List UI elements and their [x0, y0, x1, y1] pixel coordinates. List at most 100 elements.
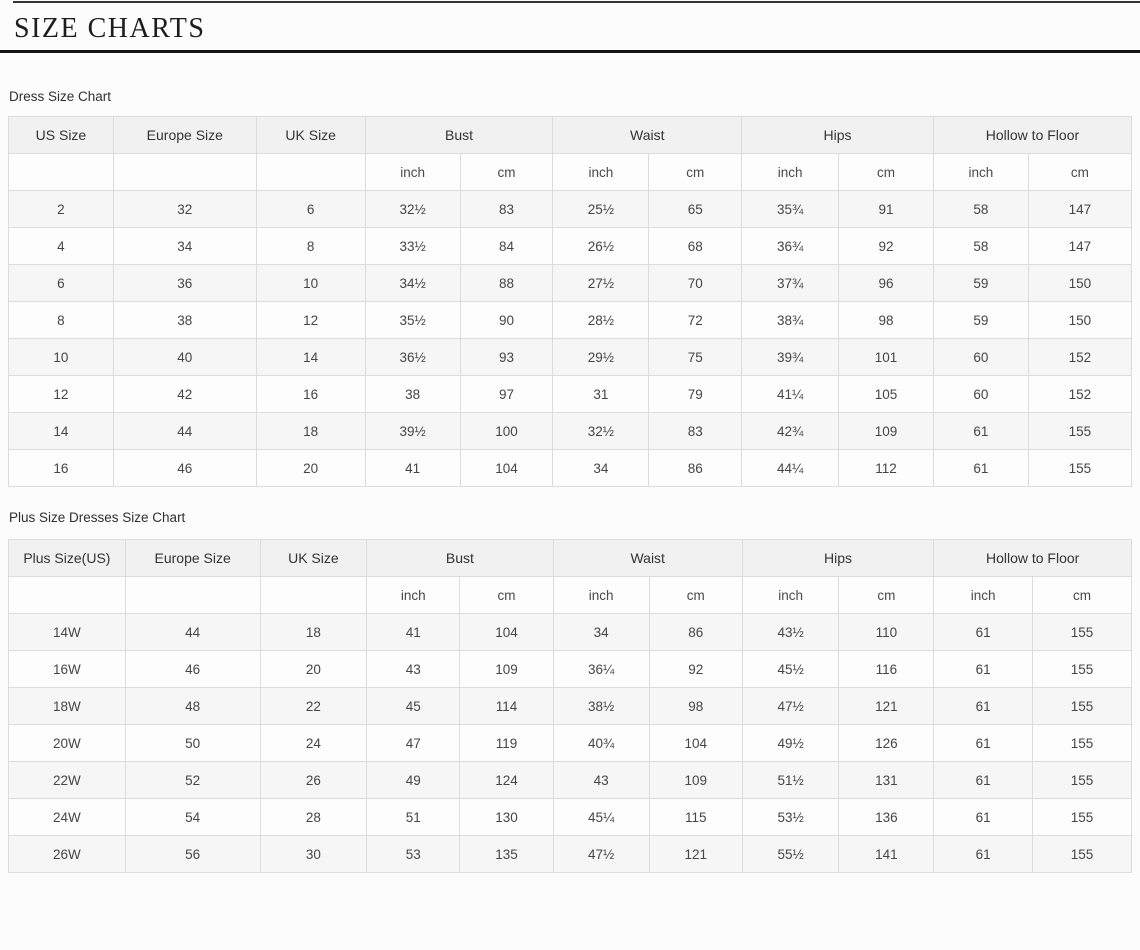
table-cell: 32	[112, 190, 257, 228]
table-cell: 51½	[741, 761, 840, 799]
table-cell: 109	[459, 650, 554, 688]
table-cell: 83	[459, 190, 554, 228]
table-cell: 61	[933, 798, 1034, 836]
table-cell: 32½	[364, 190, 461, 228]
dress-size-table: US Size Europe Size UK Size Bust Waist H…	[8, 116, 1133, 487]
table-cell: 58	[932, 190, 1029, 228]
table-cell: 2	[8, 190, 114, 228]
table-cell: 60	[932, 375, 1029, 413]
table-cell: 130	[459, 798, 554, 836]
column-header-hips: Hips	[741, 116, 934, 154]
unit-inch-label: inch	[552, 576, 650, 614]
empty-header-cell	[112, 153, 257, 191]
table-row: 2 32 6 32½ 83 25½ 65 35¾ 91 58 147	[8, 190, 1133, 228]
column-header-europe-size: Europe Size	[112, 116, 257, 154]
table-cell: 18	[259, 613, 368, 651]
table-cell: 41	[366, 613, 461, 651]
table-cell: 12	[255, 301, 366, 339]
table-cell: 45½	[741, 650, 840, 688]
table-cell: 155	[1027, 449, 1133, 487]
column-header-waist: Waist	[552, 116, 743, 154]
table-row: 22W 52 26 49 124 43 109 51½ 131 61 155	[8, 761, 1132, 799]
table-cell: 38	[112, 301, 257, 339]
table-cell: 52	[124, 761, 261, 799]
column-header-waist: Waist	[552, 539, 743, 577]
title-divider	[0, 50, 1140, 53]
table-cell: 45¼	[552, 798, 650, 836]
table-cell: 92	[838, 227, 934, 265]
table-row: 8 38 12 35½ 90 28½ 72 38¾ 98 59 150	[8, 301, 1133, 339]
table-cell: 60	[932, 338, 1029, 376]
table-cell: 100	[459, 412, 554, 450]
table-cell: 10	[8, 338, 114, 376]
table-cell: 39½	[364, 412, 461, 450]
table-cell: 16	[8, 449, 114, 487]
table-header-row: US Size Europe Size UK Size Bust Waist H…	[8, 116, 1133, 154]
table-cell: 109	[838, 412, 934, 450]
table-cell: 104	[459, 449, 554, 487]
unit-cm-label: cm	[648, 153, 743, 191]
table-cell: 54	[124, 798, 261, 836]
table-cell: 28½	[552, 301, 650, 339]
top-divider	[13, 1, 1140, 3]
table-cell: 36¼	[552, 650, 650, 688]
table-cell: 104	[459, 613, 554, 651]
table-cell: 155	[1032, 724, 1132, 762]
table-cell: 155	[1032, 798, 1132, 836]
column-header-hollow-to-floor: Hollow to Floor	[933, 539, 1132, 577]
unit-cm-label: cm	[838, 576, 935, 614]
table-row: 26W 56 30 53 135 47½ 121 55½ 141 61 155	[8, 835, 1132, 873]
table-cell: 37¾	[741, 264, 840, 302]
table-cell: 96	[838, 264, 934, 302]
table-cell: 40¾	[552, 724, 650, 762]
unit-cm-label: cm	[1027, 153, 1133, 191]
table-cell: 121	[648, 835, 743, 873]
table-cell: 61	[933, 650, 1034, 688]
table-cell: 84	[459, 227, 554, 265]
column-header-hollow-to-floor: Hollow to Floor	[932, 116, 1133, 154]
table-cell: 22W	[8, 761, 126, 799]
table-cell: 22	[259, 687, 368, 725]
table-cell: 98	[648, 687, 743, 725]
table-cell: 83	[648, 412, 743, 450]
table-cell: 61	[933, 761, 1034, 799]
table-cell: 53	[366, 835, 461, 873]
table-cell: 36¾	[741, 227, 840, 265]
table-cell: 51	[366, 798, 461, 836]
column-header-uk-size: UK Size	[259, 539, 368, 577]
table-cell: 72	[648, 301, 743, 339]
unit-cm-label: cm	[459, 153, 554, 191]
table-cell: 39¾	[741, 338, 840, 376]
table-cell: 38½	[552, 687, 650, 725]
table-cell: 46	[124, 650, 261, 688]
table-cell: 152	[1027, 338, 1133, 376]
table-cell: 41¼	[741, 375, 840, 413]
table-cell: 16W	[8, 650, 126, 688]
table-cell: 135	[459, 835, 554, 873]
table-cell: 36	[112, 264, 257, 302]
table-cell: 28	[259, 798, 368, 836]
empty-header-cell	[259, 576, 368, 614]
table-cell: 155	[1027, 412, 1133, 450]
table-cell: 55½	[741, 835, 840, 873]
table-row: 20W 50 24 47 119 40¾ 104 49½ 126 61 155	[8, 724, 1132, 762]
table-cell: 38¾	[741, 301, 840, 339]
table-cell: 56	[124, 835, 261, 873]
table-cell: 116	[838, 650, 935, 688]
table-cell: 61	[933, 835, 1034, 873]
table-cell: 98	[838, 301, 934, 339]
table-cell: 34½	[364, 264, 461, 302]
table-cell: 44	[112, 412, 257, 450]
table-cell: 6	[255, 190, 366, 228]
table-cell: 18	[255, 412, 366, 450]
table-cell: 155	[1032, 687, 1132, 725]
table-cell: 115	[648, 798, 743, 836]
table-cell: 30	[259, 835, 368, 873]
table-cell: 34	[552, 613, 650, 651]
table-cell: 8	[8, 301, 114, 339]
table-cell: 124	[459, 761, 554, 799]
table-cell: 112	[838, 449, 934, 487]
table-cell: 92	[648, 650, 743, 688]
table-units-row: inch cm inch cm inch cm inch cm	[8, 153, 1133, 191]
table-row: 10 40 14 36½ 93 29½ 75 39¾ 101 60 152	[8, 338, 1133, 376]
